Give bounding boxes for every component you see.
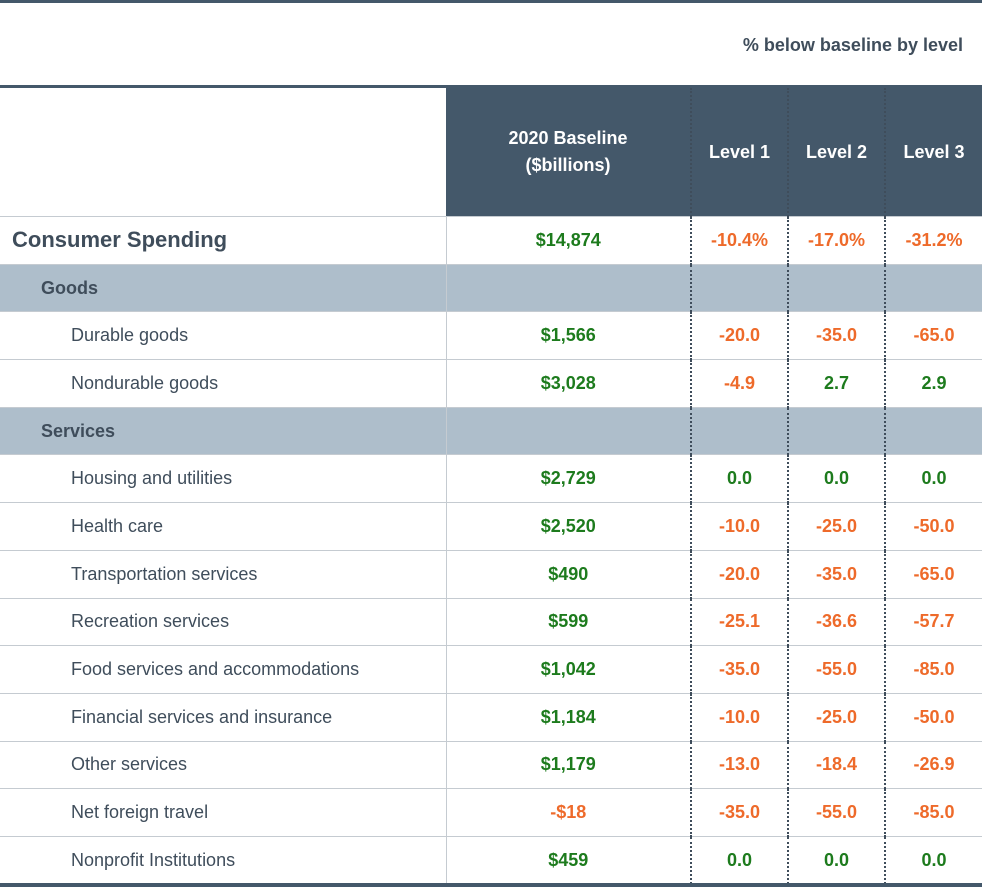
row-level1: -20.0: [690, 311, 788, 360]
table-row: Durable goods $1,566 -20.0 -35.0 -65.0: [0, 311, 982, 360]
services-group-blank: [884, 406, 982, 455]
row-level1: -35.0: [690, 645, 788, 694]
row-baseline: $1,042: [446, 645, 691, 694]
row-baseline: $2,520: [446, 502, 691, 551]
table-row: Housing and utilities $2,729 0.0 0.0 0.0: [0, 454, 982, 503]
header-row: 2020 Baseline ($billions) Level 1 Level 2…: [0, 88, 982, 217]
row-level3: -57.7: [884, 597, 982, 646]
row-level3: -85.0: [884, 788, 982, 837]
bottom-rule: [0, 883, 982, 887]
table-caption: % below baseline by level: [742, 35, 963, 55]
row-level2: -55.0: [787, 788, 885, 837]
top-rule: [0, 0, 982, 3]
goods-group-blank: [787, 263, 885, 312]
table-row: Health care $2,520 -10.0 -25.0 -50.0: [0, 502, 982, 551]
goods-group-label: Goods: [0, 263, 447, 312]
row-label: Recreation services: [0, 597, 447, 646]
services-group-label: Services: [0, 406, 447, 455]
row-level2: -36.6: [787, 597, 885, 646]
table-row: Other services $1,179 -13.0 -18.4 -26.9: [0, 740, 982, 789]
row-level2: 0.0: [787, 454, 885, 503]
row-baseline: $459: [446, 835, 691, 884]
row-level2: -25.0: [787, 692, 885, 742]
row-baseline: $1,566: [446, 311, 691, 360]
row-label: Financial services and insurance: [0, 692, 447, 742]
row-level1: -20.0: [690, 549, 788, 598]
row-baseline: $490: [446, 549, 691, 598]
row-level3: 0.0: [884, 835, 982, 884]
row-level2: -18.4: [787, 740, 885, 789]
row-baseline: $1,179: [446, 740, 691, 789]
row-label: Net foreign travel: [0, 788, 447, 837]
total-row: Consumer Spending $14,874 -10.4% -17.0% …: [0, 216, 982, 265]
header-rule: [0, 85, 982, 88]
header-baseline-line2: ($billions): [525, 155, 611, 175]
table-row: Net foreign travel -$18 -35.0 -55.0 -85.…: [0, 788, 982, 837]
header-level2: Level 2: [787, 88, 885, 217]
row-level3: -26.9: [884, 740, 982, 789]
row-level1: -10.0: [690, 692, 788, 742]
row-level3: 0.0: [884, 454, 982, 503]
row-level1: -13.0: [690, 740, 788, 789]
row-level1: -4.9: [690, 359, 788, 408]
table-row: Financial services and insurance $1,184 …: [0, 692, 982, 742]
services-group-blank: [690, 406, 788, 455]
row-level2: 0.0: [787, 835, 885, 884]
services-group-row: Services: [0, 406, 982, 455]
row-level2: -35.0: [787, 549, 885, 598]
total-baseline: $14,874: [446, 216, 691, 265]
total-level2: -17.0%: [787, 216, 885, 265]
row-label: Housing and utilities: [0, 454, 447, 503]
row-level3: -85.0: [884, 645, 982, 694]
total-level3: -31.2%: [884, 216, 982, 265]
consumer-spending-table: 2020 Baseline ($billions) Level 1 Level 2…: [0, 88, 982, 884]
header-baseline: 2020 Baseline ($billions): [446, 88, 691, 217]
header-level3: Level 3: [884, 88, 982, 217]
row-baseline: -$18: [446, 788, 691, 837]
table-row: Recreation services $599 -25.1 -36.6 -57…: [0, 597, 982, 646]
header-level1: Level 1: [690, 88, 788, 217]
row-label: Transportation services: [0, 549, 447, 598]
table-row: Nonprofit Institutions $459 0.0 0.0 0.0: [0, 835, 982, 884]
row-baseline: $1,184: [446, 692, 691, 742]
services-group-blank: [787, 406, 885, 455]
total-level1: -10.4%: [690, 216, 788, 265]
row-level1: 0.0: [690, 835, 788, 884]
row-level3: -65.0: [884, 549, 982, 598]
table-row: Food services and accommodations $1,042 …: [0, 645, 982, 694]
goods-group-row: Goods: [0, 263, 982, 312]
row-level1: 0.0: [690, 454, 788, 503]
header-baseline-line1: 2020 Baseline: [508, 128, 628, 148]
row-level2: -55.0: [787, 645, 885, 694]
row-level1: -35.0: [690, 788, 788, 837]
services-group-blank: [446, 406, 691, 455]
goods-group-blank: [446, 263, 691, 312]
header-blank-cell: [0, 88, 446, 217]
row-label: Nondurable goods: [0, 359, 447, 408]
goods-group-blank: [690, 263, 788, 312]
row-label: Other services: [0, 740, 447, 789]
row-level3: 2.9: [884, 359, 982, 408]
row-level1: -10.0: [690, 502, 788, 551]
row-level2: 2.7: [787, 359, 885, 408]
goods-group-blank: [884, 263, 982, 312]
total-label: Consumer Spending: [0, 216, 447, 265]
row-baseline: $599: [446, 597, 691, 646]
table-row: Nondurable goods $3,028 -4.9 2.7 2.9: [0, 359, 982, 408]
row-label: Durable goods: [0, 311, 447, 360]
row-label: Nonprofit Institutions: [0, 835, 447, 884]
row-baseline: $3,028: [446, 359, 691, 408]
row-level3: -50.0: [884, 692, 982, 742]
row-level3: -65.0: [884, 311, 982, 360]
row-label: Health care: [0, 502, 447, 551]
row-label: Food services and accommodations: [0, 645, 447, 694]
row-baseline: $2,729: [446, 454, 691, 503]
row-level2: -35.0: [787, 311, 885, 360]
row-level3: -50.0: [884, 502, 982, 551]
row-level1: -25.1: [690, 597, 788, 646]
table-row: Transportation services $490 -20.0 -35.0…: [0, 549, 982, 598]
row-level2: -25.0: [787, 502, 885, 551]
